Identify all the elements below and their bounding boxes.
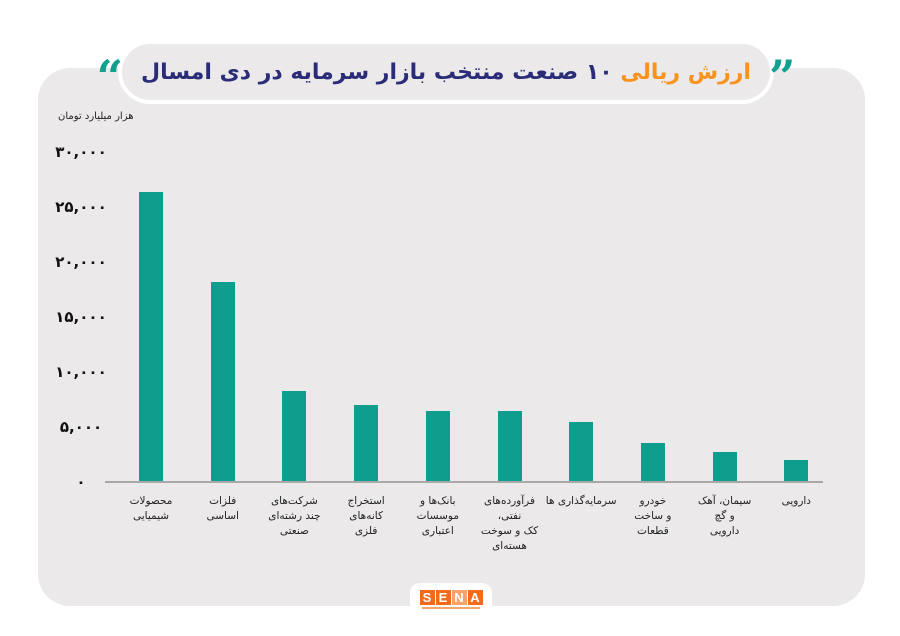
bar [784, 460, 809, 481]
chart-title: ارزش ریالی ۱۰ صنعت منتخب بازار سرمایه در… [141, 60, 751, 85]
bar [569, 422, 594, 481]
logo-tagline [422, 606, 480, 609]
bar [354, 405, 379, 481]
bar [712, 452, 737, 481]
quote-close-icon: “ [96, 50, 124, 104]
x-category-label: دارویی [781, 495, 811, 507]
title-banner: ” ارزش ریالی ۱۰ صنعت منتخب بازار سرمایه … [97, 40, 795, 104]
logo-letter: N [451, 589, 467, 605]
bar [282, 390, 307, 481]
y-axis-unit-label: هزار میلیارد تومان [58, 111, 134, 122]
chart-card [38, 68, 865, 606]
chart-title-rest: ۱۰ صنعت منتخب بازار سرمایه در دی امسال [141, 59, 613, 85]
x-category-label: سیمان، آهک و گچ دارویی [697, 495, 752, 537]
x-category-label: فرآورده‌های نفتی، کک و سوخت هسته‌ای [480, 495, 539, 552]
y-tick-label: ۵,۰۰۰ [59, 418, 103, 436]
quote-open-icon: ” [768, 50, 796, 104]
x-category-label: بانک‌ها و موسسات اعتباری [416, 495, 459, 537]
y-tick-label: ۲۵,۰۰۰ [55, 198, 107, 216]
y-tick-label: ۳۰,۰۰۰ [55, 143, 107, 161]
bar [139, 191, 163, 481]
logo-letter: S [419, 589, 435, 605]
x-axis-baseline [105, 481, 823, 483]
x-category-label: سرمایه‌گذاری ها [545, 495, 617, 507]
y-tick-label: ۱۰,۰۰۰ [55, 363, 107, 381]
logo-letter: E [435, 589, 451, 605]
y-tick-label: ۰ [76, 473, 86, 491]
sena-logo: S E N A [410, 583, 492, 615]
bar [425, 410, 450, 481]
bar [640, 442, 665, 481]
x-category-label: فلزات اساسی [206, 495, 239, 522]
bar [210, 281, 235, 481]
x-category-label: استخراج کانه‌های فلزی [347, 495, 385, 537]
y-tick-label: ۱۵,۰۰۰ [55, 308, 107, 326]
chart-title-highlight: ارزش ریالی [620, 59, 751, 85]
y-tick-label: ۲۰,۰۰۰ [55, 253, 107, 271]
bar [497, 410, 522, 481]
logo-letter: A [467, 589, 483, 605]
x-category-label: خودرو و ساخت قطعات [634, 495, 672, 537]
x-category-label: شرکت‌های چند رشته‌ای صنعتی [268, 495, 321, 537]
x-category-label: محصولات شیمیایی [129, 495, 173, 522]
